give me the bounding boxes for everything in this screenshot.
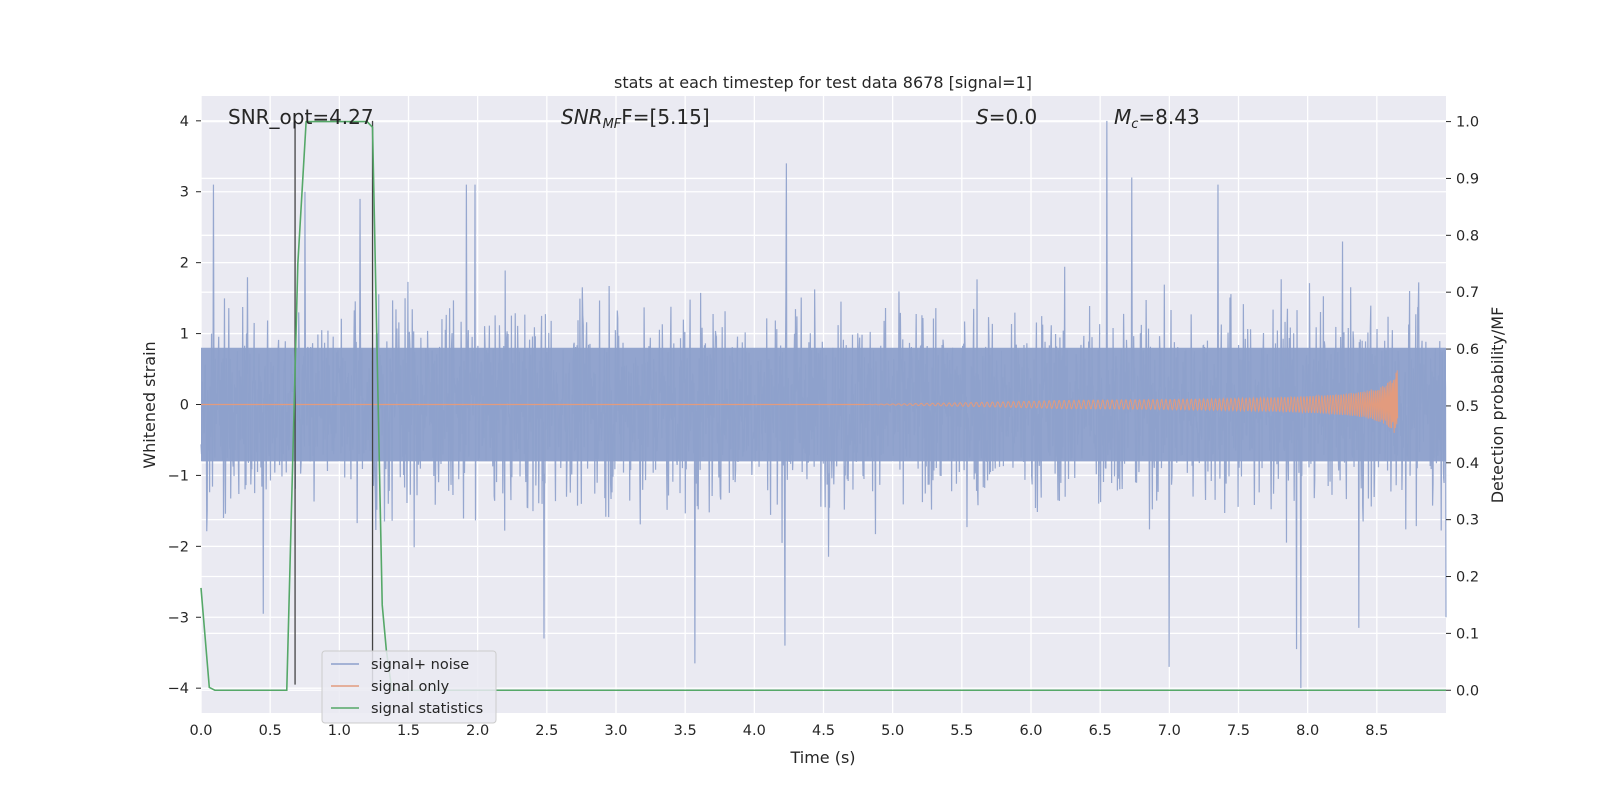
x-tick-label: 2.5 bbox=[535, 723, 558, 739]
x-tick-label: 4.5 bbox=[812, 723, 835, 739]
y-right-tick-label: 0.7 bbox=[1456, 285, 1479, 301]
y-right-tick-label: 0.0 bbox=[1456, 683, 1479, 699]
annotation-mc-main: M bbox=[1114, 105, 1131, 129]
y-right-axis-label: Detection probability/MF bbox=[1488, 307, 1507, 504]
x-tick-label: 0.0 bbox=[189, 723, 212, 739]
y-right-tick-label: 1.0 bbox=[1456, 115, 1479, 131]
annotation-mc: Mc=8.43 bbox=[1114, 105, 1200, 132]
annotation-snr-mf: SNRMFF=[5.15] bbox=[561, 105, 710, 132]
x-tick-label: 8.0 bbox=[1296, 723, 1319, 739]
x-tick-labels: 0.0 0.5 1.0 1.5 2.0 2.5 3.0 3.5 4.0 4.5 5.0 5.5 6.0 6… bbox=[189, 723, 1388, 739]
annotation-snr-mf-main: SNR bbox=[561, 105, 603, 129]
y-tick-label: −2 bbox=[168, 539, 189, 555]
y-right-tick-label: 0.9 bbox=[1456, 171, 1479, 187]
y-right-tick-label: 0.2 bbox=[1456, 570, 1479, 586]
annotation-s: S=0.0 bbox=[976, 105, 1037, 129]
y-tick-label: −3 bbox=[168, 610, 189, 626]
x-tick-label: 6.5 bbox=[1089, 723, 1112, 739]
y-tick-label: −1 bbox=[168, 468, 189, 484]
y-right-tick-label: 0.3 bbox=[1456, 513, 1479, 529]
annotation-snr-mf-tail: F=[5.15] bbox=[621, 105, 709, 129]
y-axis-label: Whitened strain bbox=[140, 341, 159, 468]
legend-label-noise: signal+ noise bbox=[371, 657, 469, 673]
legend-label-signal: signal only bbox=[371, 679, 450, 695]
y-tick-label: 0 bbox=[180, 398, 189, 414]
legend-box bbox=[321, 650, 497, 724]
x-tick-label: 6.0 bbox=[1019, 723, 1042, 739]
y-tick-label: 4 bbox=[180, 114, 189, 130]
vertical-markers bbox=[294, 120, 374, 685]
x-tick-label: 2.0 bbox=[466, 723, 489, 739]
x-tick-label: 1.5 bbox=[397, 723, 420, 739]
y-tick-label: 1 bbox=[180, 327, 189, 343]
y-right-tick-label: 0.4 bbox=[1456, 456, 1479, 472]
x-tick-label: 7.5 bbox=[1227, 723, 1250, 739]
x-tick-label: 0.5 bbox=[259, 723, 282, 739]
annotation-s-tail: =0.0 bbox=[989, 105, 1038, 129]
y-tick-label: 3 bbox=[180, 185, 189, 201]
x-tick-label: 8.5 bbox=[1365, 723, 1388, 739]
signal-only-series bbox=[201, 370, 1399, 433]
y-right-tick-label: 0.8 bbox=[1456, 228, 1479, 244]
legend-label-stat: signal statistics bbox=[371, 701, 483, 717]
x-tick-label: 3.0 bbox=[604, 723, 627, 739]
x-tick-label: 5.5 bbox=[950, 723, 973, 739]
y-tick-label: −4 bbox=[168, 681, 189, 697]
y-tick-label: 2 bbox=[180, 256, 189, 272]
legend: signal+ noise signal only signal statist… bbox=[321, 650, 497, 724]
y-right-tick-label: 0.5 bbox=[1456, 399, 1479, 415]
x-axis-label: Time (s) bbox=[789, 748, 855, 767]
y-tick-labels: −4 −3 −2 −1 0 1 2 3 4 bbox=[168, 114, 201, 697]
y-right-tick-labels: 0.0 0.1 0.2 0.3 0.4 0.5 0.6 0.7 0.8 0.9 1.0 bbox=[1446, 115, 1479, 699]
x-tick-label: 4.0 bbox=[743, 723, 766, 739]
annotation-mc-sub: c bbox=[1131, 117, 1138, 132]
x-tick-label: 5.0 bbox=[881, 723, 904, 739]
chart-title: stats at each timestep for test data 867… bbox=[614, 73, 1032, 92]
annotation-s-main: S bbox=[976, 105, 989, 129]
y-right-tick-label: 0.1 bbox=[1456, 626, 1479, 642]
x-tick-label: 3.5 bbox=[674, 723, 697, 739]
y-right-tick-label: 0.6 bbox=[1456, 342, 1479, 358]
annotation-snr-mf-sub: MF bbox=[603, 117, 622, 132]
x-tick-label: 7.0 bbox=[1158, 723, 1181, 739]
annotation-mc-tail: =8.43 bbox=[1138, 105, 1199, 129]
annotation-snr-opt: SNR_opt=4.27 bbox=[228, 105, 374, 129]
x-tick-label: 1.0 bbox=[328, 723, 351, 739]
signal-chirp bbox=[864, 370, 1399, 433]
